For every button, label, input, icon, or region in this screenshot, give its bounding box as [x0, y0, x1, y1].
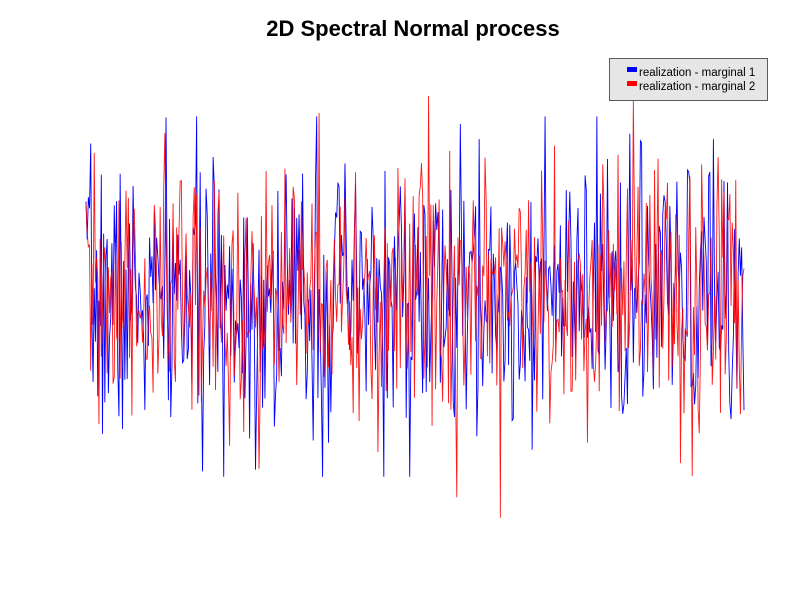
legend-swatch-series-2	[627, 81, 637, 86]
legend: realization - marginal 1 realization - m…	[609, 58, 768, 101]
legend-label-series-2: realization - marginal 2	[639, 81, 756, 93]
legend-swatch-series-1	[627, 67, 637, 72]
legend-entry-series-1: realization - marginal 1	[627, 66, 755, 80]
legend-label-series-1: realization - marginal 1	[639, 67, 756, 79]
legend-entry-series-2: realization - marginal 2	[627, 80, 755, 94]
series-line-2	[85, 95, 745, 518]
series-line-1	[85, 116, 745, 477]
series-layer	[85, 95, 745, 518]
chart-title: 2D Spectral Normal process	[266, 16, 560, 41]
